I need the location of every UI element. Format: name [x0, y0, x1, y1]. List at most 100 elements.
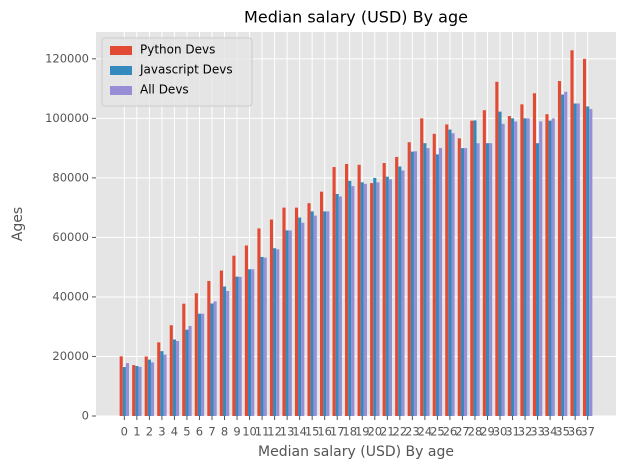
x-tick-label: 37 — [580, 425, 595, 439]
legend-box — [101, 37, 253, 107]
bar — [319, 191, 324, 416]
x-tick-label: 21 — [380, 425, 395, 439]
bar — [539, 121, 543, 416]
bar — [423, 143, 427, 417]
bar — [188, 325, 192, 416]
bar — [413, 151, 418, 416]
x-tick-label: 3 — [158, 425, 165, 439]
bar — [257, 228, 261, 416]
legend-label: Javascript Devs — [139, 63, 233, 77]
x-axis-label: Median salary (USD) By age — [258, 444, 454, 460]
x-tick-label: 15 — [305, 425, 320, 439]
x-tick-label: 29 — [480, 425, 495, 439]
x-tick-label: 5 — [183, 425, 190, 439]
bar — [401, 170, 405, 416]
bar — [564, 91, 568, 416]
bar — [445, 124, 449, 416]
legend-label: Python Devs — [140, 43, 215, 57]
bar — [507, 116, 511, 417]
y-tick-label: 40000 — [52, 289, 89, 303]
bar — [122, 367, 126, 416]
bar — [207, 280, 211, 416]
bar — [351, 186, 355, 416]
x-tick-label: 20 — [367, 425, 382, 439]
bar — [313, 215, 317, 416]
x-tick-label: 16 — [317, 425, 332, 439]
bar — [310, 211, 314, 416]
x-tick-label: 34 — [543, 425, 558, 439]
x-tick-label: 26 — [443, 425, 458, 439]
bar — [464, 148, 468, 416]
bar — [457, 138, 461, 416]
x-tick-label: 14 — [292, 425, 307, 439]
bar — [150, 362, 155, 416]
bar — [395, 156, 399, 417]
bar — [172, 339, 176, 416]
x-tick-label: 35 — [555, 425, 570, 439]
bar — [388, 179, 393, 416]
bar — [307, 203, 311, 416]
bar — [376, 182, 380, 416]
bar — [589, 109, 593, 416]
bar — [520, 104, 524, 416]
bar — [357, 164, 361, 416]
bar — [495, 81, 499, 417]
bar — [573, 103, 577, 417]
x-tick-label: 1 — [133, 425, 140, 439]
bar — [348, 180, 352, 416]
bar — [298, 217, 302, 416]
bar — [135, 366, 139, 416]
bar — [163, 354, 167, 416]
bar — [235, 276, 239, 416]
bar — [294, 207, 299, 416]
bar — [125, 363, 130, 416]
bar — [410, 151, 414, 416]
x-tick-label: 4 — [171, 425, 178, 439]
bar — [269, 219, 274, 416]
bar — [370, 183, 374, 416]
bar — [473, 120, 477, 417]
x-tick-label: 17 — [330, 425, 345, 439]
bar — [510, 118, 515, 417]
bar — [222, 286, 227, 416]
bar — [373, 177, 377, 416]
bar — [557, 81, 562, 416]
y-axis-label: Ages — [10, 207, 26, 241]
legend-swatch — [110, 46, 132, 55]
x-tick-label: 27 — [455, 425, 470, 439]
x-tick-label: 30 — [493, 425, 508, 439]
bar — [438, 147, 443, 416]
bar — [251, 269, 255, 416]
x-tick-label: 8 — [221, 425, 228, 439]
bar — [194, 293, 198, 416]
bar — [576, 103, 580, 417]
bar — [132, 365, 136, 416]
bar — [119, 356, 123, 416]
y-tick-label: 60000 — [52, 230, 89, 244]
bar — [570, 50, 574, 416]
bar — [360, 182, 364, 416]
bar — [498, 111, 502, 416]
bar — [586, 106, 590, 416]
bar — [244, 245, 248, 416]
x-tick-label: 0 — [121, 425, 128, 439]
x-tick-label: 11 — [255, 425, 270, 439]
x-tick-label: 6 — [196, 425, 203, 439]
bar — [219, 270, 223, 416]
bar — [323, 211, 327, 416]
bar — [514, 121, 518, 416]
bar — [169, 325, 173, 416]
bar — [426, 148, 430, 416]
x-tick-label: 33 — [530, 425, 545, 439]
bar — [526, 118, 530, 417]
y-tick-label: 100000 — [45, 111, 89, 125]
bar — [482, 110, 486, 417]
x-tick-label: 10 — [242, 425, 257, 439]
bar — [432, 133, 436, 417]
y-tick-label: 120000 — [45, 51, 89, 65]
bar — [210, 303, 214, 416]
bar — [460, 148, 465, 416]
bar — [407, 142, 411, 416]
bar — [238, 276, 242, 416]
